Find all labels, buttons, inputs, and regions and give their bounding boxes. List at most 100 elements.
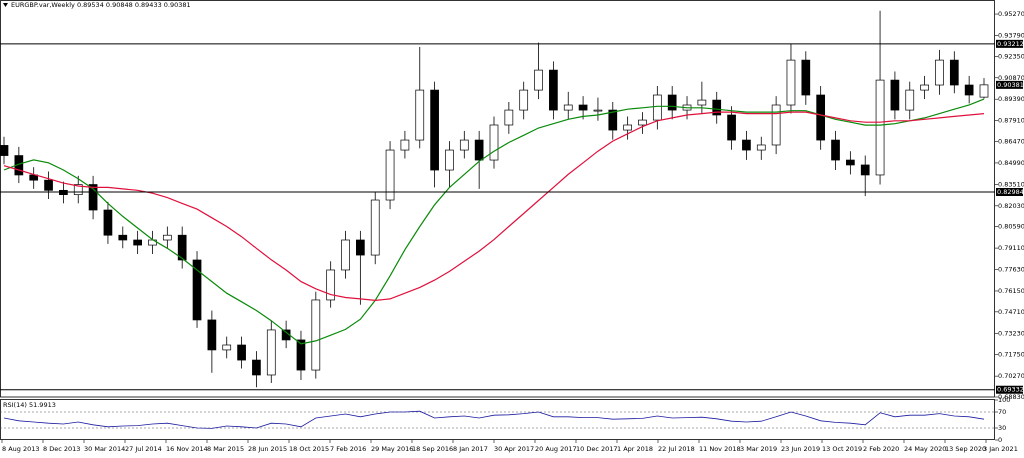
candle-body [846,159,855,166]
level-label: 0.82984 [997,188,1024,196]
level-label-box [996,39,1023,48]
candle-body [756,144,766,151]
candle-body [860,164,870,176]
y-tick-label: 0.93790 [998,31,1024,39]
candle-body [801,59,811,96]
moving-average [3,111,985,302]
x-tick-label: 7 Feb 2016 [330,445,366,453]
level-label: 0.93212 [997,40,1024,48]
candle-body [311,299,321,371]
candle-body [623,124,632,131]
candle-body [949,59,959,86]
y-tick-label: 0.89390 [998,95,1024,103]
x-tick-label: 30 Apr 2017 [494,445,534,453]
candle-body [638,119,647,126]
y-tick-label: 0.92350 [998,52,1024,60]
y-tick-label: 0.76150 [998,287,1024,295]
x-tick-label: 10 Dec 2017 [576,445,618,453]
price-label: 0.90381 [997,81,1024,89]
y-tick-label: 0.71750 [998,351,1024,359]
candle-body [920,84,929,91]
x-tick-label: 27 Jul 2014 [125,445,162,453]
candle-body [192,259,202,321]
y-tick-label: 0.68830 [998,393,1024,401]
y-tick-label: 0.80590 [998,223,1024,231]
candle-body [979,84,989,98]
candle-body [415,89,425,141]
candle-body [88,184,98,211]
x-tick-label: 13 Sep 2020 [945,445,986,453]
x-tick-label: 20 Aug 2017 [535,445,577,453]
candle-body [341,239,350,271]
candle-body [0,145,9,156]
candle-body [489,124,499,161]
menu-triangle[interactable] [3,3,8,7]
rsi-tick-label: 30 [998,424,1006,432]
y-tick-label: 0.87910 [998,117,1024,125]
candle-body [667,94,677,111]
x-tick-label: 16 Nov 2014 [166,445,208,453]
candle-body [162,234,172,241]
level-label-box [996,385,1023,394]
candle-body [177,234,187,261]
y-tick-label: 0.83510 [998,180,1024,188]
level-label-box [996,187,1023,196]
candle-body [356,239,365,256]
candle-body [430,89,439,171]
candle-body [786,59,796,106]
candle-body [370,199,380,256]
level-label: 0.69332 [997,386,1024,394]
x-tick-label: 2 Feb 2020 [863,445,899,453]
rsi-frame [0,399,995,440]
x-tick-label: 1 Apr 2018 [617,445,653,453]
candle-body [445,149,454,171]
candle-body [222,344,232,351]
x-tick-label: 30 Mar 2014 [84,445,125,453]
x-tick-label: 18 Oct 2015 [289,445,329,453]
candle-body [400,139,410,151]
candle-body [133,239,142,246]
y-tick-label: 0.86470 [998,138,1024,146]
candle-body [964,84,974,96]
candle-body [875,79,885,176]
y-tick-label: 0.73230 [998,329,1024,337]
x-tick-label: 13 Oct 2019 [822,445,862,453]
chart-title: EURGBP.var,Weekly 0.89534 0.90848 0.8943… [11,1,191,9]
candle-body [252,359,261,376]
x-tick-label: 8 Dec 2013 [43,445,80,453]
candle-body [831,139,840,161]
x-tick-label: 3 Jan 2021 [983,445,1018,453]
candle-body [504,109,514,126]
x-tick-label: 23 Jun 2019 [781,445,820,453]
rsi-label: RSI(14) 51.9913 [3,401,56,409]
y-tick-label: 0.95270 [998,10,1024,18]
x-tick-label: 8 Aug 2013 [2,445,40,453]
candle-body [459,139,469,151]
main-frame [0,0,995,398]
price-label-box [996,80,1023,89]
candle-body [608,109,618,131]
x-tick-label: 22 Jul 2018 [658,445,695,453]
candle-body [697,99,707,106]
x-tick-label: 8 Jan 2017 [453,445,488,453]
x-tick-label: 11 Nov 2018 [699,445,741,453]
candle-body [266,329,276,376]
candle-body [103,209,113,236]
candle-body [207,319,217,351]
candle-body [326,269,336,301]
x-tick-label: 3 Mar 2019 [740,445,777,453]
y-tick-label: 0.90870 [998,74,1024,82]
candle-body [771,104,781,146]
candle-body [44,179,53,191]
candle-body [519,89,529,111]
y-tick-label: 0.70270 [998,372,1024,380]
candle-body [474,139,484,161]
candle-body [578,104,588,111]
x-tick-label: 24 May 2020 [904,445,946,453]
rsi-tick-label: 70 [998,408,1006,416]
y-tick-label: 0.84990 [998,159,1024,167]
candle-body [563,104,573,111]
candle-body [890,79,900,111]
rsi-tick-label: 100 [998,396,1010,404]
